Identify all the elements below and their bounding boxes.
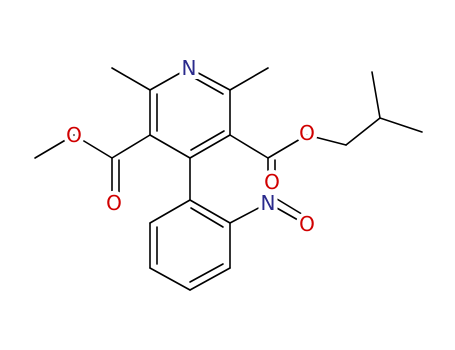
atom-label: O — [106, 191, 122, 215]
atom-label: N — [182, 56, 197, 80]
atom-label: O — [66, 123, 82, 147]
atom-label: O — [299, 212, 315, 236]
bonds — [34, 67, 423, 291]
atom-label: O — [299, 121, 315, 145]
atom-label: O — [264, 170, 280, 194]
atom-label: N — [261, 191, 276, 215]
